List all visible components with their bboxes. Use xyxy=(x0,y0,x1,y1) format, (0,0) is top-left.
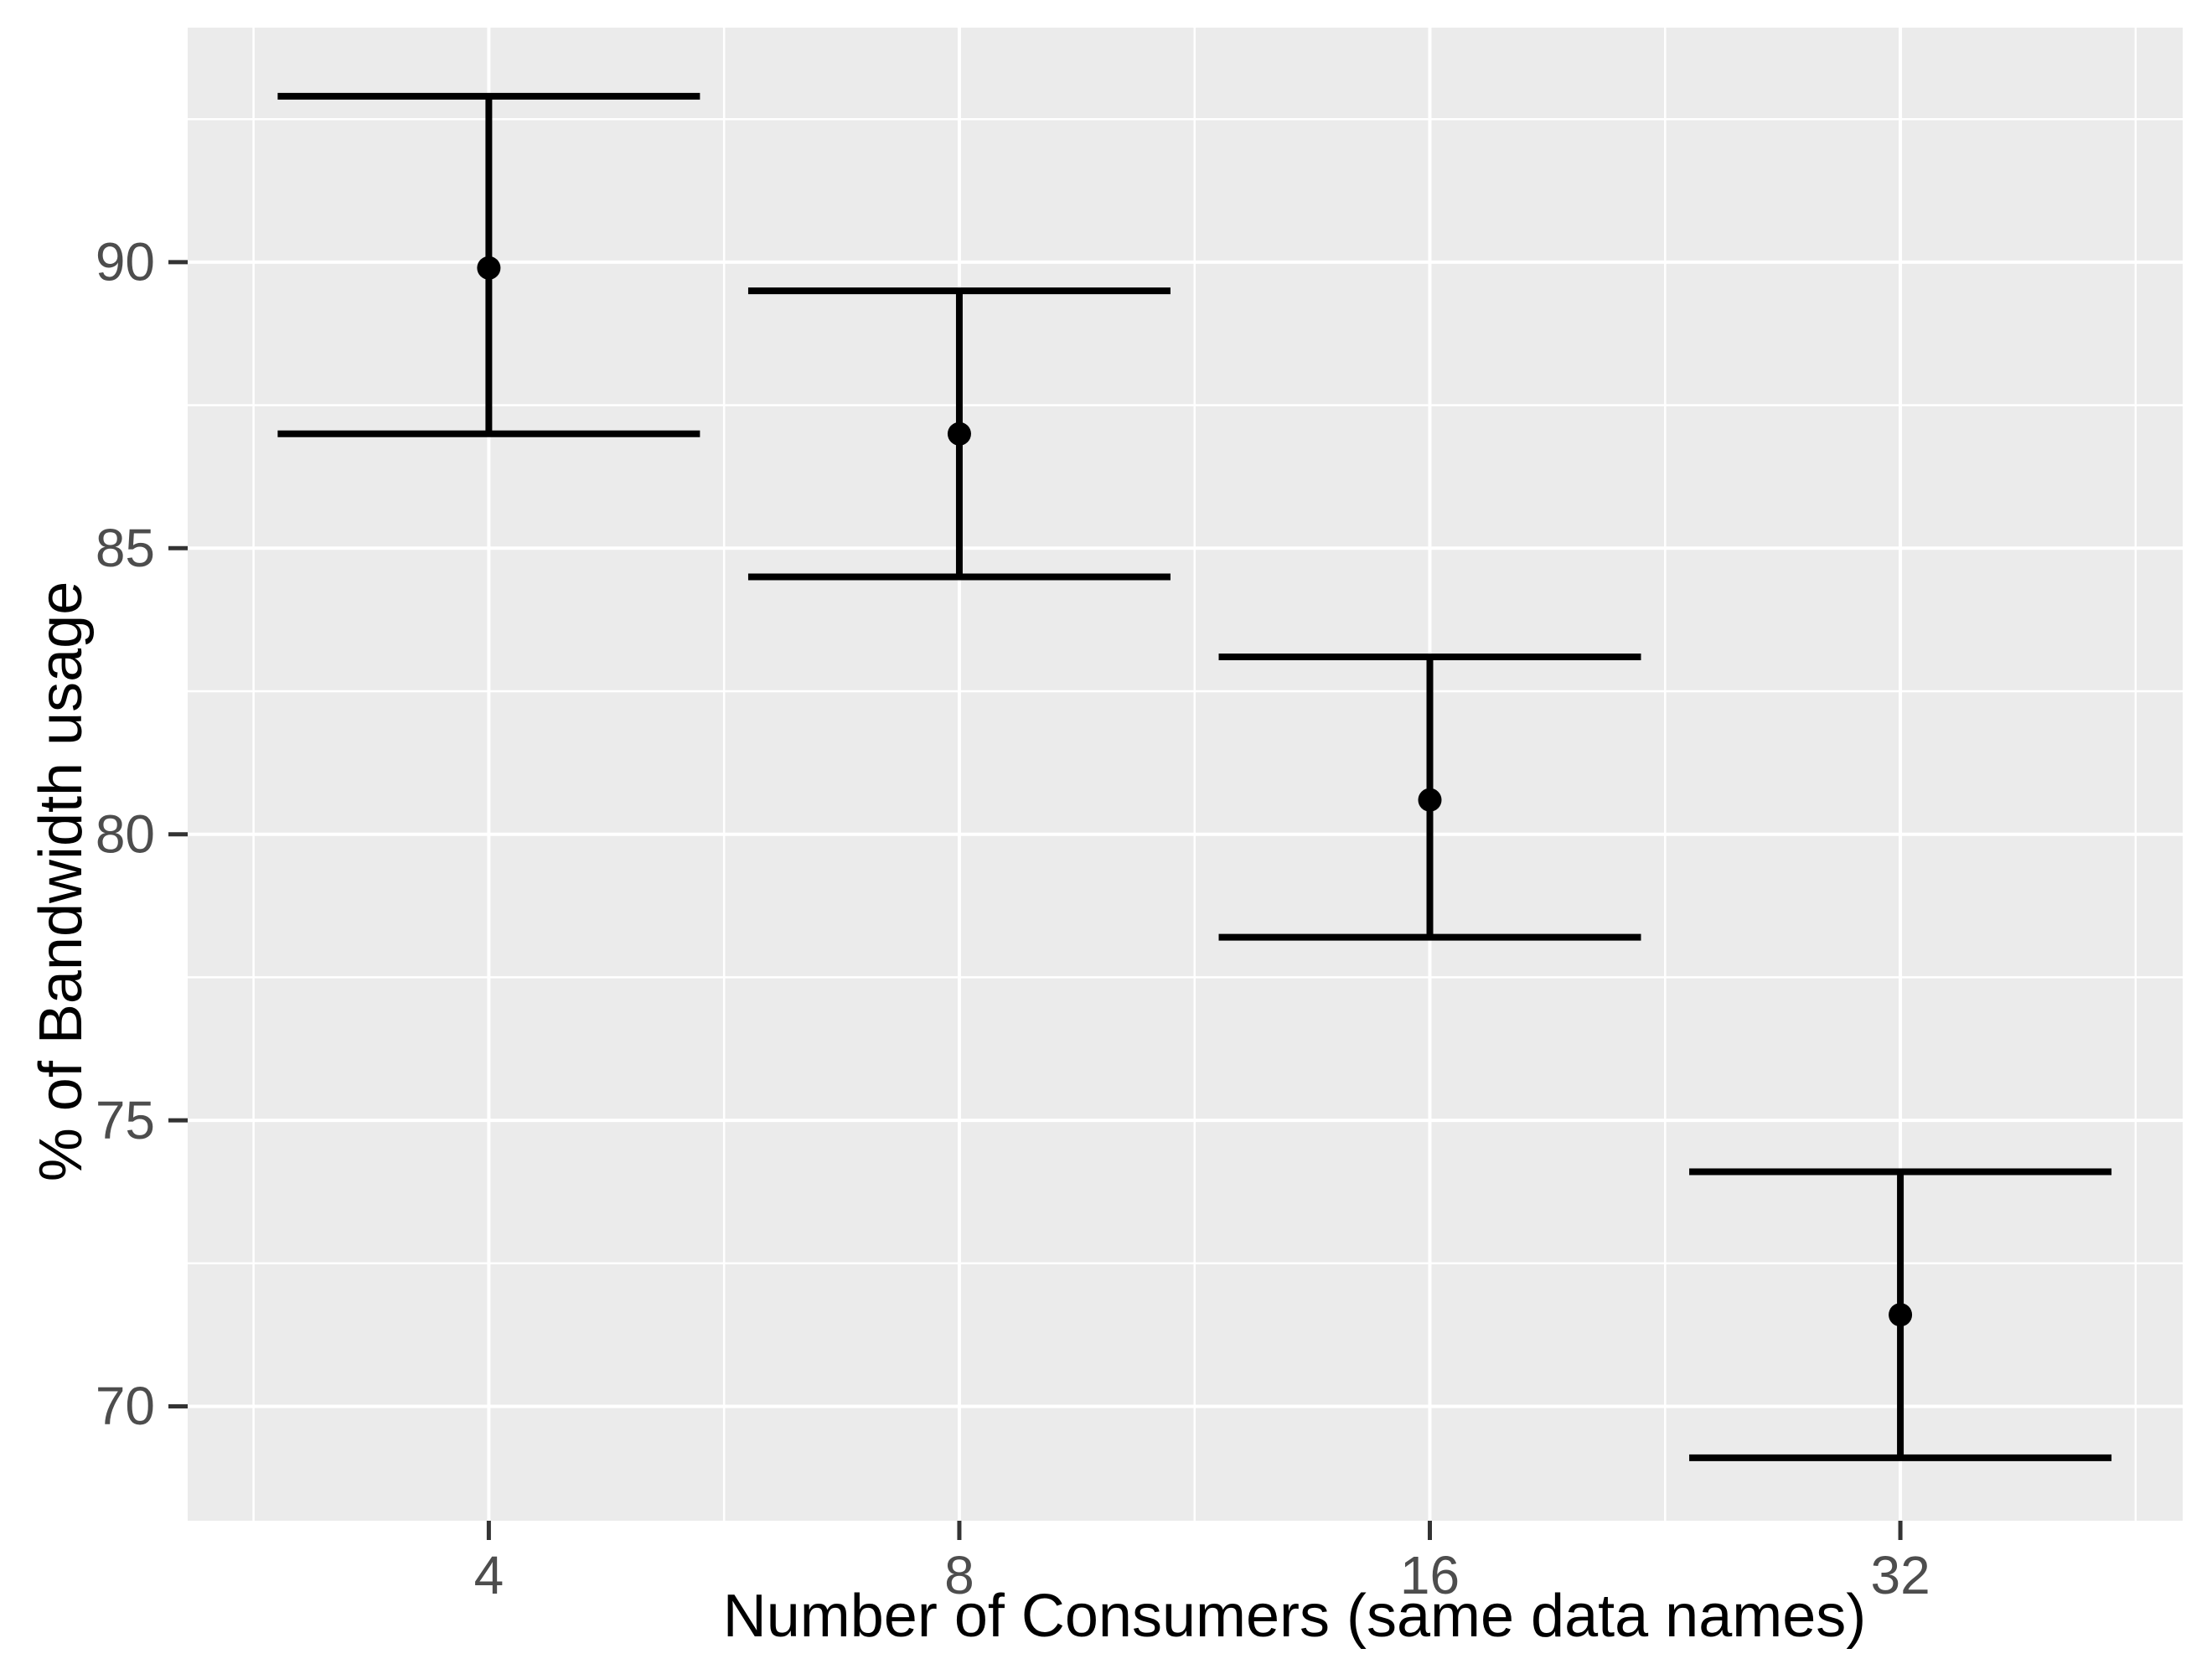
x-tick-label: 16 xyxy=(1400,1545,1460,1605)
y-tick-label: 70 xyxy=(96,1376,155,1436)
x-tick-label: 4 xyxy=(474,1545,504,1605)
y-tick-label: 85 xyxy=(96,518,155,578)
y-tick-label: 80 xyxy=(96,804,155,864)
y-axis-title: % of Bandwidth usage xyxy=(28,581,95,1182)
data-point xyxy=(1889,1303,1913,1327)
data-point xyxy=(477,256,501,280)
y-tick-label: 75 xyxy=(96,1090,155,1150)
data-point xyxy=(947,421,971,446)
x-tick-label: 32 xyxy=(1870,1545,1930,1605)
y-tick-label: 90 xyxy=(96,232,155,292)
plot-panel xyxy=(188,28,2183,1521)
data-point xyxy=(1418,788,1442,812)
x-tick-label: 8 xyxy=(944,1545,974,1605)
x-axis-title: Number of Consumers (same data names) xyxy=(722,1583,1867,1650)
